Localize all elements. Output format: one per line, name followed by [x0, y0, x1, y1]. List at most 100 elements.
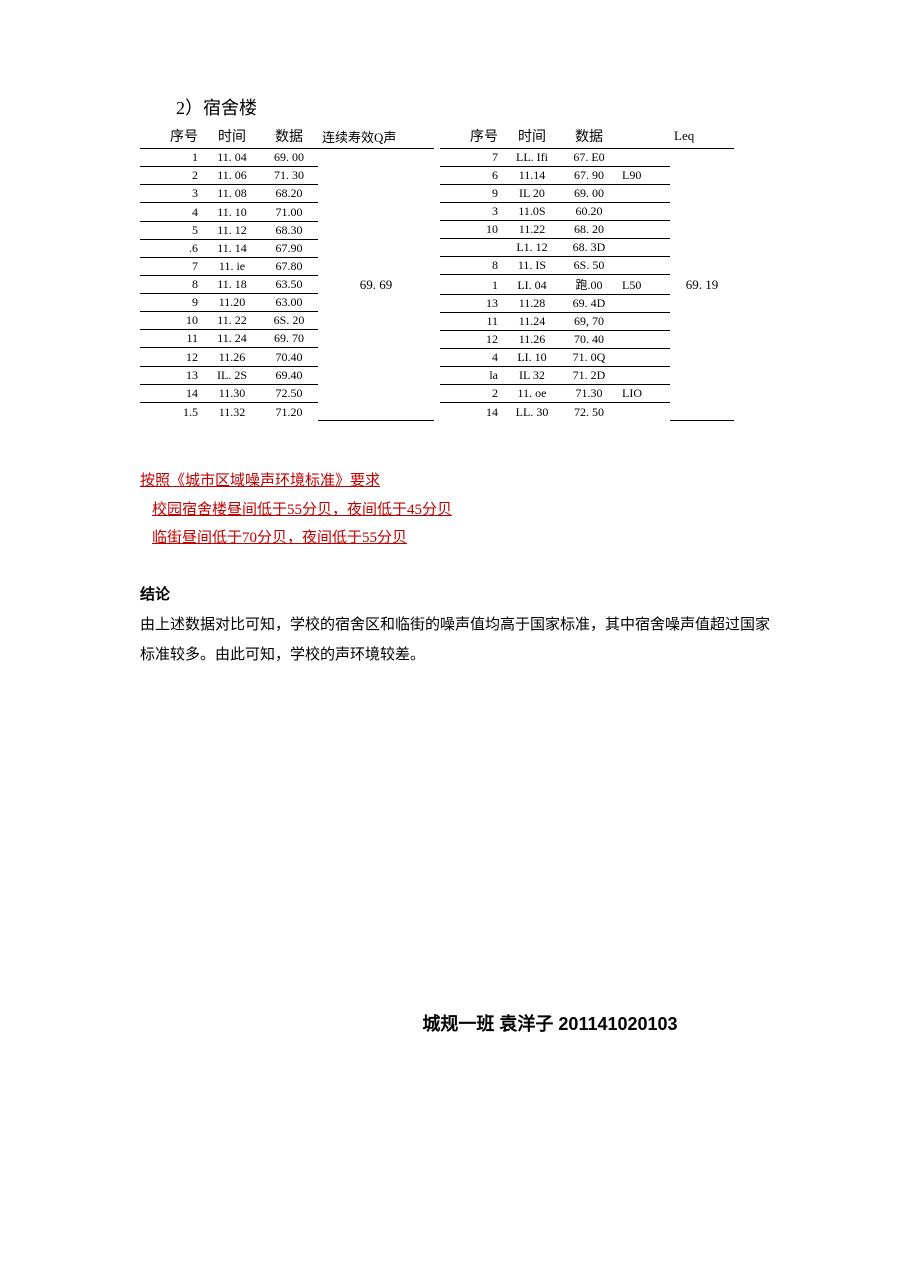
cell-seq: 4 [440, 349, 504, 367]
cell-extra: L50 [618, 275, 670, 295]
cell-time: IL 20 [504, 185, 560, 203]
cell-seq: 9 [440, 185, 504, 203]
cell-seq: 3 [440, 203, 504, 221]
merge-cell: 69. 69 [318, 149, 434, 421]
cell-data: 69. 00 [260, 149, 318, 167]
cell-time: 11. oe [504, 385, 560, 403]
cell-time: 11. ie [204, 257, 260, 275]
cell-time: 11.24 [504, 313, 560, 331]
cell-extra [618, 349, 670, 367]
cell-extra: L90 [618, 167, 670, 185]
cell-time: LI. 04 [504, 275, 560, 295]
cell-time: IL. 2S [204, 366, 260, 384]
cell-extra [618, 295, 670, 313]
standard-line-1: 按照《城市区域噪声环境标准》要求 [140, 467, 780, 496]
cell-seq: 14 [440, 403, 504, 421]
cell-seq: 8 [440, 257, 504, 275]
cell-seq: 5 [140, 221, 204, 239]
cell-data: 69. 70 [260, 330, 318, 348]
cell-time: 11. 10 [204, 203, 260, 221]
cell-data: 67. 90 [560, 167, 618, 185]
cell-time: 11.20 [204, 294, 260, 312]
cell-time: 11.30 [204, 384, 260, 402]
cell-data: 70.40 [260, 348, 318, 366]
cell-time: 11. 22 [204, 312, 260, 330]
cell-time: 11.26 [204, 348, 260, 366]
cell-seq: 1 [140, 149, 204, 167]
cell-seq: 6 [440, 167, 504, 185]
cell-time: 11.0S [504, 203, 560, 221]
cell-data: 6S. 20 [260, 312, 318, 330]
cell-seq: 9 [140, 294, 204, 312]
left-table: 序号 时间 数据 连续寿效Q声 111. 0469. 0069. 69211. … [140, 124, 434, 421]
cell-extra [618, 331, 670, 349]
cell-seq [440, 239, 504, 257]
leq-cell: 69. 19 [670, 149, 734, 421]
cell-seq: la [440, 367, 504, 385]
cell-data: 6S. 50 [560, 257, 618, 275]
th-leq: Leq [670, 124, 734, 149]
cell-time: IL 32 [504, 367, 560, 385]
cell-time: 11.26 [504, 331, 560, 349]
cell-seq: 13 [140, 366, 204, 384]
cell-data: 70. 40 [560, 331, 618, 349]
conclusion-body: 由上述数据对比可知，学校的宿舍区和临街的噪声值均高于国家标准，其中宿舍噪声值超过… [140, 610, 780, 670]
cell-seq: 12 [440, 331, 504, 349]
cell-data: 跑.00 [560, 275, 618, 295]
cell-extra [618, 239, 670, 257]
cell-seq: 14 [140, 384, 204, 402]
cell-data: 68. 20 [560, 221, 618, 239]
cell-seq: .6 [140, 239, 204, 257]
cell-time: L1. 12 [504, 239, 560, 257]
cell-data: 63.00 [260, 294, 318, 312]
cell-seq: 2 [440, 385, 504, 403]
signature: 城规一班 袁洋子 201141020103 [0, 1010, 920, 1036]
cell-seq: 7 [140, 257, 204, 275]
cell-seq: 11 [440, 313, 504, 331]
cell-data: 72.50 [260, 384, 318, 402]
cell-extra [618, 203, 670, 221]
cell-seq: 11 [140, 330, 204, 348]
cell-data: 69, 70 [560, 313, 618, 331]
cell-time: LL. 30 [504, 403, 560, 421]
cell-data: 69.40 [260, 366, 318, 384]
cell-data: 67. E0 [560, 149, 618, 167]
cell-extra [618, 185, 670, 203]
cell-time: 11.32 [204, 402, 260, 420]
table-row: 111. 0469. 0069. 69 [140, 149, 434, 167]
cell-extra [618, 313, 670, 331]
cell-time: 11.14 [504, 167, 560, 185]
cell-extra [618, 403, 670, 421]
cell-data: 72. 50 [560, 403, 618, 421]
cell-data: 71. 30 [260, 167, 318, 185]
th-time: 时间 [204, 124, 260, 149]
th-extra [618, 124, 670, 149]
cell-seq: 8 [140, 275, 204, 293]
cell-data: 69. 4D [560, 295, 618, 313]
table-row: 7LL. Ifi67. E069. 19 [440, 149, 734, 167]
cell-data: 71. 2D [560, 367, 618, 385]
cell-time: 11. 14 [204, 239, 260, 257]
cell-time: 11. 06 [204, 167, 260, 185]
standards-block: 按照《城市区域噪声环境标准》要求 校园宿舍楼昼间低于55分贝，夜间低于45分贝 … [140, 467, 780, 553]
section-title: 2）宿舍楼 [176, 94, 780, 120]
cell-data: 71.00 [260, 203, 318, 221]
cell-time: 11. 08 [204, 185, 260, 203]
th-seq-r: 序号 [440, 124, 504, 149]
cell-seq: 10 [140, 312, 204, 330]
conclusion-title: 结论 [140, 583, 780, 604]
th-data-r: 数据 [560, 124, 618, 149]
cell-seq: 3 [140, 185, 204, 203]
cell-data: 71.30 [560, 385, 618, 403]
cell-time: 11. 24 [204, 330, 260, 348]
cell-time: 11. 12 [204, 221, 260, 239]
cell-data: 71.20 [260, 402, 318, 420]
cell-time: 11.22 [504, 221, 560, 239]
right-table: 序号 时间 数据 Leq 7LL. Ifi67. E069. 19611.146… [440, 124, 734, 421]
cell-time: 11.28 [504, 295, 560, 313]
cell-seq: 12 [140, 348, 204, 366]
cell-extra [618, 221, 670, 239]
th-data: 数据 [260, 124, 318, 149]
th-seq: 序号 [140, 124, 204, 149]
cell-time: LI. 10 [504, 349, 560, 367]
